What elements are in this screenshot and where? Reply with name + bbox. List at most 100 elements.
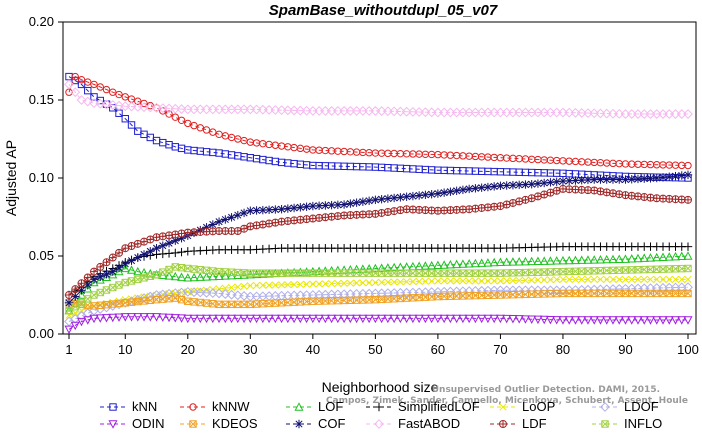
point-odin — [214, 314, 224, 324]
point-lof — [539, 256, 549, 265]
point-lof — [527, 256, 537, 266]
point-fastabod — [176, 104, 187, 114]
point-lof — [439, 260, 449, 269]
point-lof — [233, 270, 243, 280]
point-kdeos — [171, 294, 179, 302]
point-lof — [370, 263, 380, 273]
point-ldf — [65, 291, 73, 299]
series-layer — [64, 72, 693, 335]
point-lof — [389, 262, 399, 272]
point-kdeos — [527, 290, 536, 298]
point-loop — [253, 281, 261, 290]
legend-marker — [374, 419, 384, 429]
point-lof — [520, 256, 530, 266]
point-loop — [571, 275, 580, 283]
x-tick-label: 60 — [431, 342, 445, 357]
point-loop — [346, 279, 354, 287]
point-fastabod — [558, 107, 568, 118]
point-ldf — [102, 258, 111, 267]
point-ldf — [465, 205, 474, 214]
point-cof — [227, 213, 236, 222]
point-inflo — [127, 277, 136, 285]
point-knn — [121, 115, 129, 123]
point-ldf — [396, 206, 405, 215]
point-fastabod — [164, 103, 174, 114]
point-inflo — [340, 269, 348, 277]
series-kdeos — [65, 289, 692, 310]
point-knn — [77, 80, 86, 89]
point-lof — [258, 269, 268, 278]
point-ldf — [383, 208, 392, 217]
legend-item-loop: LoOP — [490, 399, 555, 414]
point-lof — [120, 263, 130, 273]
point-knnw — [90, 80, 98, 89]
point-kdeos — [646, 289, 655, 298]
point-odin — [277, 314, 287, 324]
point-lof — [558, 255, 568, 265]
point-loop — [296, 280, 304, 288]
point-cof — [308, 201, 318, 211]
point-loop — [559, 275, 567, 283]
y-tick-label: 0.20 — [29, 14, 54, 29]
point-odin — [645, 316, 656, 325]
point-odin — [352, 314, 362, 324]
point-cof — [427, 190, 436, 199]
legend-label: INFLO — [624, 416, 662, 431]
legend-marker — [499, 420, 507, 428]
y-tick-label: 0.00 — [29, 326, 54, 341]
point-ldf — [608, 189, 617, 198]
point-odin — [439, 314, 449, 324]
point-fastabod — [132, 101, 143, 112]
x-tick-label: 10 — [118, 342, 132, 357]
point-loop — [553, 276, 561, 284]
point-loop — [390, 278, 398, 286]
point-inflo — [121, 278, 129, 287]
point-loop — [328, 280, 336, 288]
point-ldf — [621, 191, 630, 200]
point-loop — [409, 278, 417, 286]
point-loop — [403, 278, 411, 286]
point-ldf — [596, 187, 605, 196]
point-loop — [240, 282, 248, 290]
point-lof — [602, 254, 612, 264]
point-inflo — [421, 269, 430, 277]
point-cof — [521, 180, 530, 189]
point-cof — [289, 203, 299, 213]
point-cof — [371, 195, 380, 205]
point-cof — [358, 197, 368, 206]
point-fastabod — [426, 107, 437, 118]
point-cof — [571, 176, 580, 185]
legend-item-knnw: kNNW — [180, 399, 250, 414]
point-loop — [540, 276, 548, 284]
point-loop — [565, 275, 573, 283]
point-lof — [189, 272, 199, 282]
point-loop — [678, 275, 686, 283]
point-loop — [315, 280, 323, 288]
point-lof — [108, 269, 118, 279]
point-lof — [514, 257, 524, 266]
point-kdeos — [440, 292, 448, 301]
point-inflo — [565, 267, 573, 276]
point-odin — [239, 314, 249, 324]
point-lof — [645, 253, 656, 262]
point-loop — [515, 276, 523, 285]
point-kdeos — [290, 298, 298, 306]
point-ldf — [321, 213, 330, 222]
point-lof — [545, 256, 555, 265]
point-lof — [570, 255, 580, 265]
legend-item-kdeos: KDEOS — [180, 416, 258, 431]
point-lof — [220, 271, 230, 280]
point-odin — [208, 314, 218, 324]
point-fastabod — [376, 106, 387, 116]
point-odin — [189, 314, 199, 324]
point-inflo — [134, 275, 142, 284]
point-inflo — [678, 264, 686, 273]
point-cof — [683, 170, 693, 180]
point-lof — [101, 272, 112, 282]
point-lof — [664, 252, 674, 261]
point-inflo — [502, 269, 511, 277]
point-simplifiedlof — [171, 248, 180, 258]
legend-marker — [189, 403, 197, 411]
point-cof — [302, 202, 311, 211]
